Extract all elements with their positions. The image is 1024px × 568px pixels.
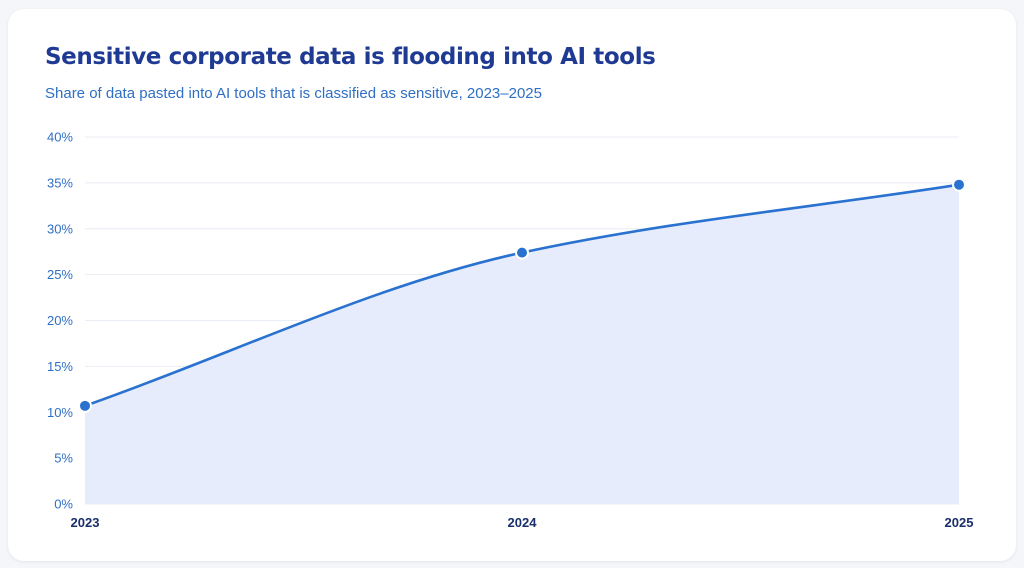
y-tick-label: 20% [47, 313, 73, 328]
y-tick-label: 25% [47, 267, 73, 282]
chart-title: Sensitive corporate data is flooding int… [45, 44, 656, 70]
y-tick-label: 40% [47, 130, 73, 145]
y-tick-label: 0% [54, 497, 73, 512]
x-tick-label: 2025 [945, 515, 974, 530]
x-tick-label: 2024 [508, 515, 538, 530]
x-axis-ticks: 2023 2024 2025 [71, 515, 974, 530]
chart-subtitle: Share of data pasted into AI tools that … [45, 85, 542, 102]
y-tick-label: 30% [47, 221, 73, 236]
area-layer [85, 184, 959, 504]
y-tick-label: 10% [47, 405, 73, 420]
data-point-2024[interactable] [515, 245, 529, 260]
y-axis-ticks: 0% 5% 10% 15% 20% 25% 30% 35% 40% [47, 130, 73, 512]
y-tick-label: 5% [54, 451, 73, 466]
data-point-2025[interactable] [952, 177, 966, 192]
x-tick-label: 2023 [71, 515, 100, 530]
area-fill [85, 184, 959, 504]
y-tick-label: 35% [47, 175, 73, 190]
marker-layer [78, 177, 966, 413]
y-tick-label: 15% [47, 359, 73, 374]
data-point-2023[interactable] [78, 398, 92, 413]
